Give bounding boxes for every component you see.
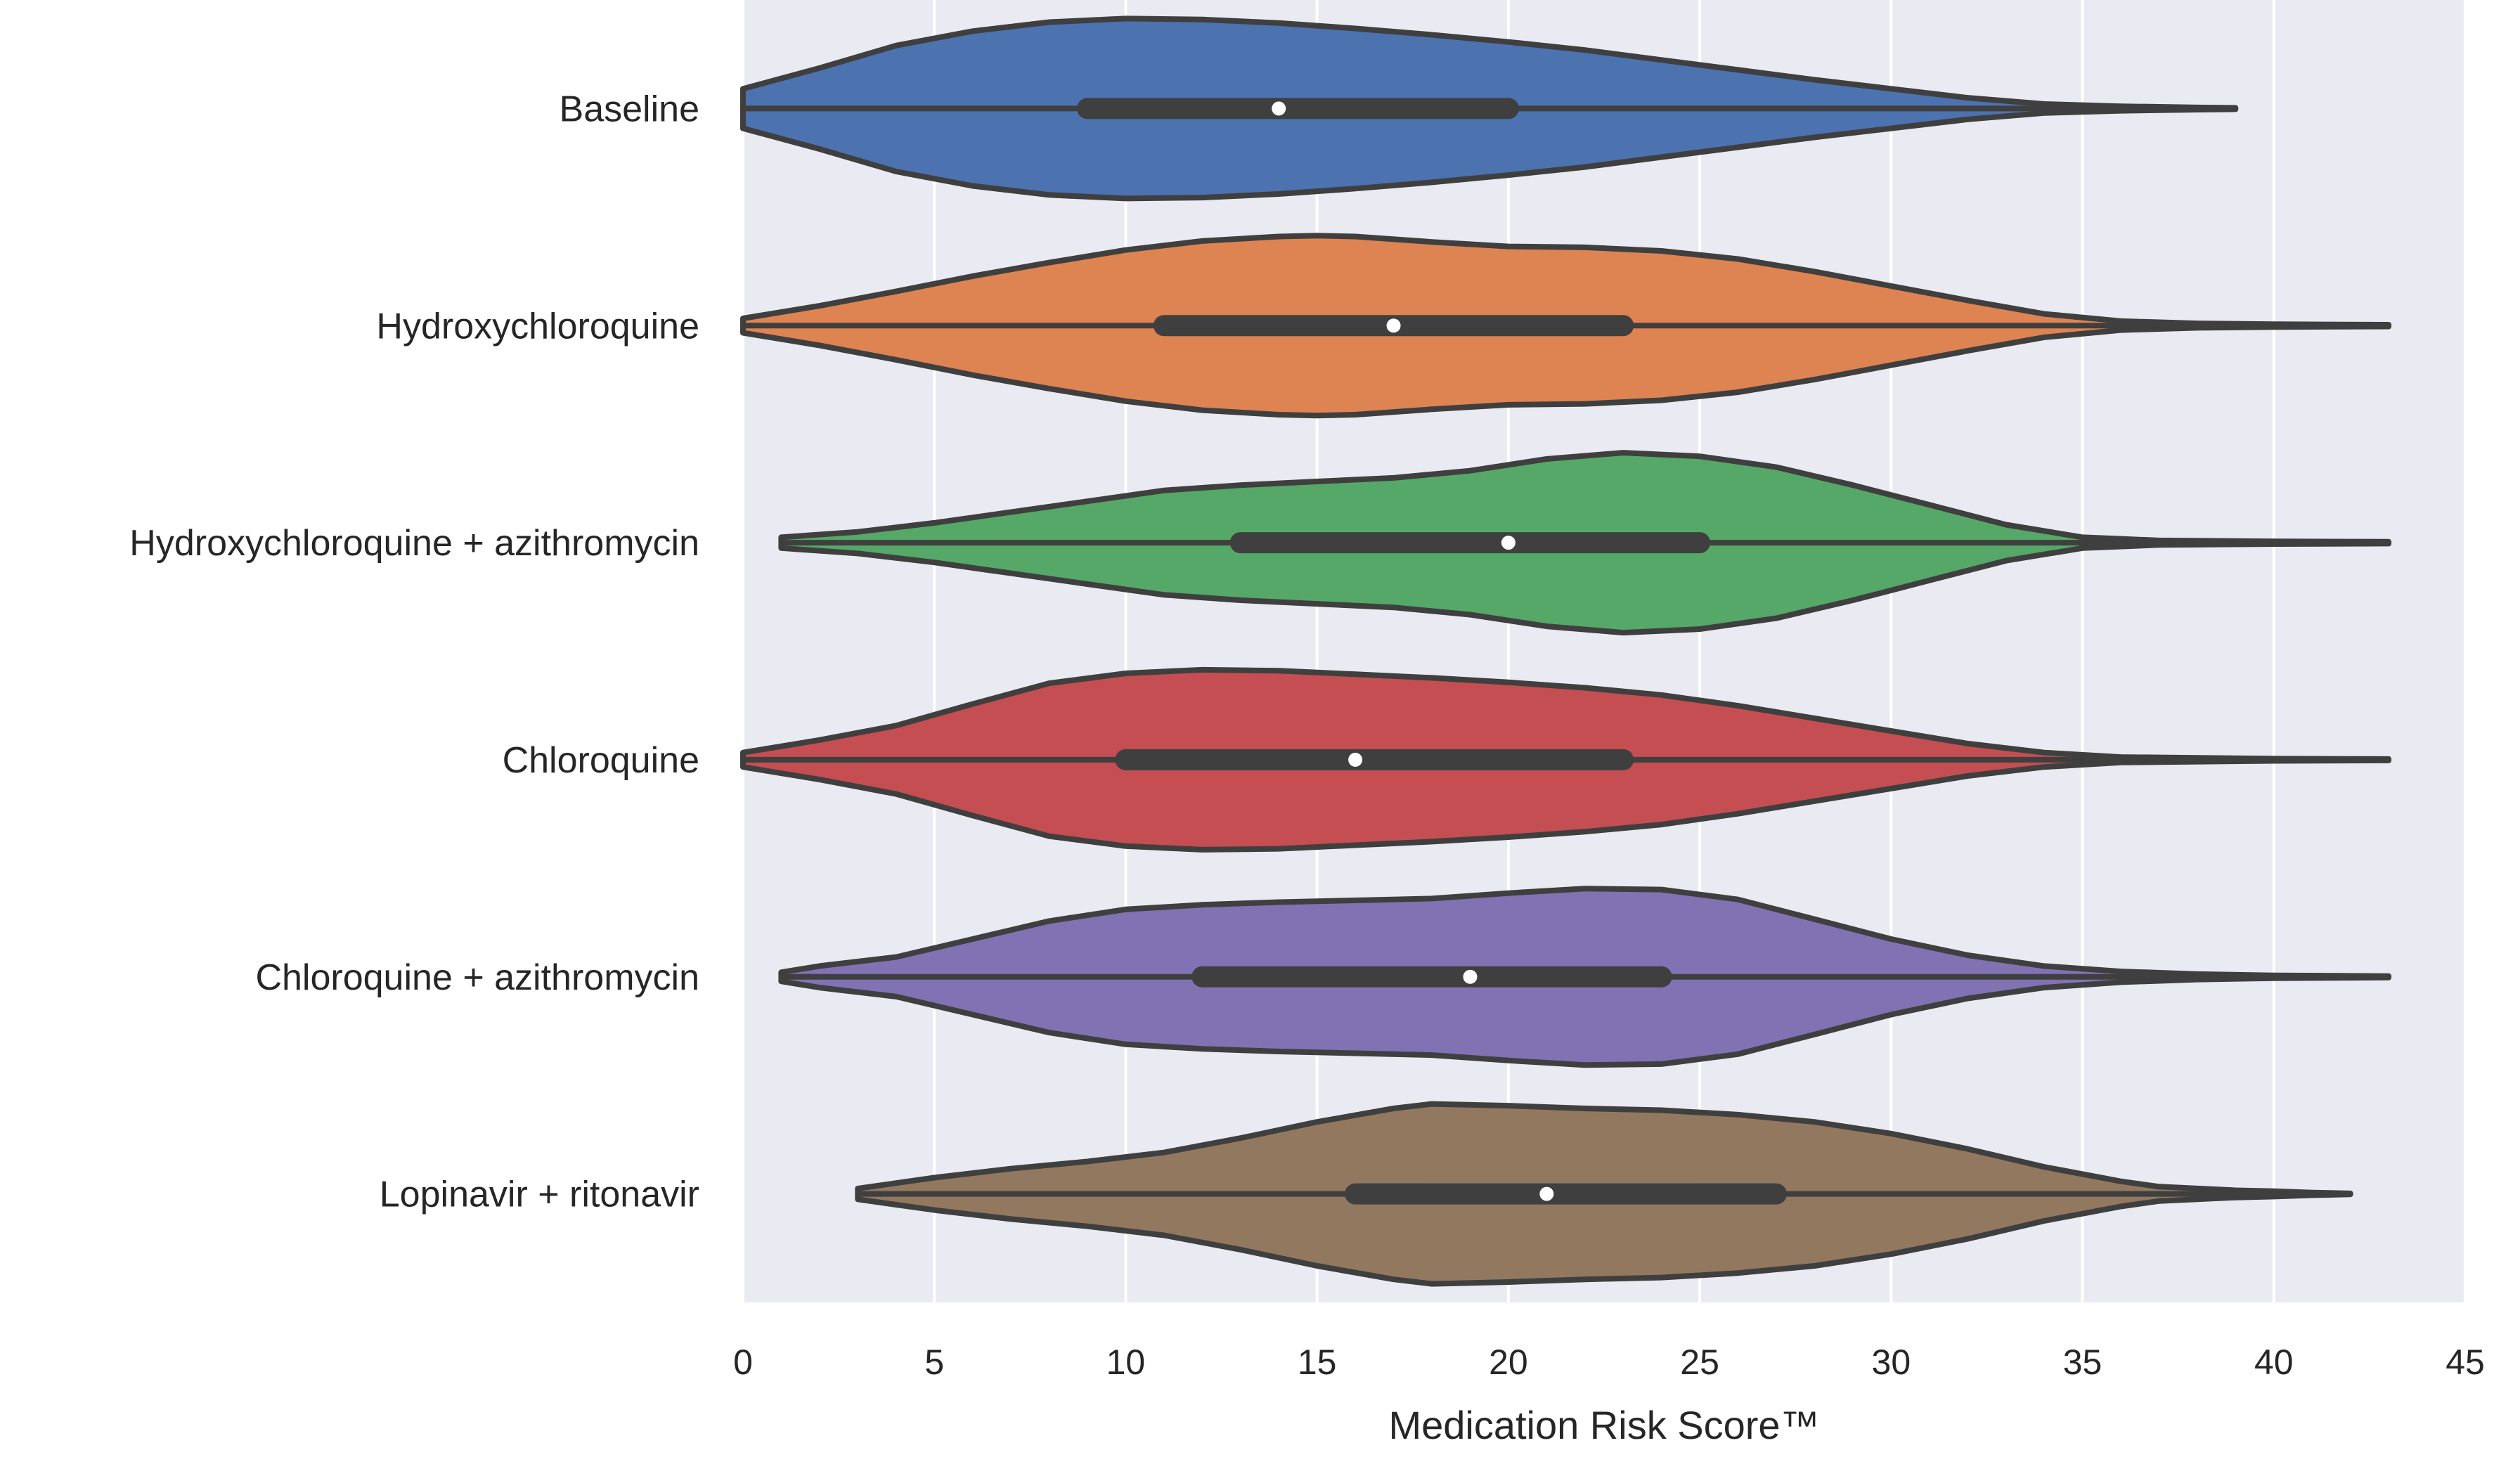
violin-series [740, 15, 2392, 1287]
category-label-5: Lopinavir + ritonavir [380, 1174, 699, 1215]
x-tick-label-15: 15 [1298, 1342, 1337, 1382]
violin-0 [740, 15, 2239, 202]
violin-4 [778, 886, 2392, 1068]
violin-median-2 [1501, 536, 1516, 550]
violin-1 [740, 233, 2392, 419]
violin-median-4 [1463, 969, 1478, 984]
x-tick-label-35: 35 [2063, 1342, 2102, 1382]
x-axis-label: Medication Risk Score™ [1388, 1403, 1819, 1447]
violin-median-0 [1272, 101, 1286, 116]
plot-background [743, 0, 2465, 1302]
category-label-3: Chloroquine [503, 740, 699, 781]
x-tick-label-0: 0 [733, 1342, 753, 1382]
violin-median-1 [1386, 318, 1401, 333]
violin-5 [855, 1101, 2353, 1287]
x-tick-label-30: 30 [1872, 1342, 1911, 1382]
violin-2 [778, 450, 2392, 636]
category-label-4: Chloroquine + azithromycin [255, 957, 699, 998]
category-labels: Baseline Hydroxychloroquine Hydroxychloroq… [129, 89, 699, 1215]
category-label-1: Hydroxychloroquine [376, 306, 699, 347]
x-tick-label-45: 45 [2445, 1342, 2485, 1382]
violin-3 [740, 666, 2392, 853]
x-tick-label-20: 20 [1489, 1342, 1528, 1382]
grid-lines [742, 0, 2467, 1302]
x-tick-label-10: 10 [1106, 1342, 1146, 1382]
violin-median-3 [1348, 752, 1363, 767]
violin-median-5 [1539, 1186, 1554, 1201]
category-label-2: Hydroxychloroquine + azithromycin [129, 523, 699, 564]
x-axis-ticks: 0 5 10 15 20 25 30 35 40 45 [733, 1342, 2485, 1382]
x-tick-label-5: 5 [924, 1342, 944, 1382]
x-tick-label-25: 25 [1680, 1342, 1719, 1382]
x-tick-label-40: 40 [2254, 1342, 2294, 1382]
category-label-0: Baseline [560, 89, 699, 129]
